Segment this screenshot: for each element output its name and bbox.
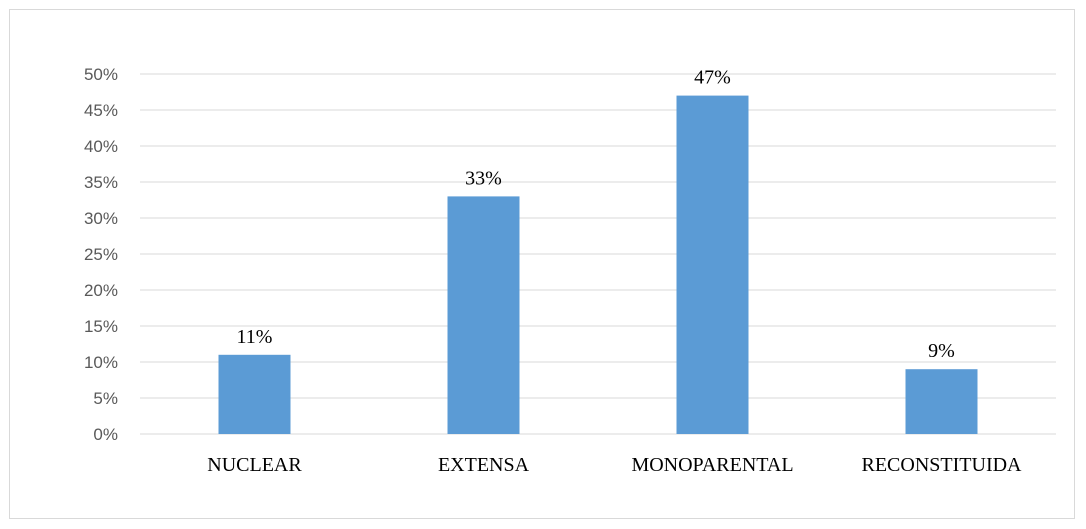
category-label: MONOPARENTAL: [631, 454, 793, 476]
gridlines: [140, 73, 1056, 435]
category-labels: NUCLEAR EXTENSA MONOPARENTAL RECONSTITUIDA: [207, 454, 1022, 476]
data-label: 33%: [465, 167, 502, 189]
y-axis-ticks: 0% 5% 10% 15% 20% 25% 30% 35% 40% 45% 50%: [84, 65, 118, 444]
y-tick-label: 5%: [93, 389, 118, 408]
y-tick-label: 35%: [84, 173, 118, 192]
y-tick-label: 10%: [84, 353, 118, 372]
category-label: NUCLEAR: [207, 454, 302, 476]
bar-reconstituida: [905, 369, 978, 434]
y-tick-label: 30%: [84, 209, 118, 228]
bar-extensa: [447, 196, 520, 434]
category-label: RECONSTITUIDA: [862, 454, 1023, 476]
y-tick-label: 0%: [93, 425, 118, 444]
data-label: 47%: [694, 67, 731, 89]
bar-monoparental: [676, 95, 749, 434]
data-labels: 11% 33% 47% 9%: [237, 67, 955, 363]
y-tick-label: 45%: [84, 101, 118, 120]
data-label: 11%: [237, 326, 273, 348]
y-tick-label: 20%: [84, 281, 118, 300]
data-label: 9%: [928, 340, 955, 362]
y-tick-label: 40%: [84, 137, 118, 156]
y-tick-label: 25%: [84, 245, 118, 264]
y-tick-label: 50%: [84, 65, 118, 84]
category-label: EXTENSA: [438, 454, 530, 476]
bars: [218, 95, 978, 434]
y-tick-label: 15%: [84, 317, 118, 336]
bar-nuclear: [218, 354, 291, 434]
